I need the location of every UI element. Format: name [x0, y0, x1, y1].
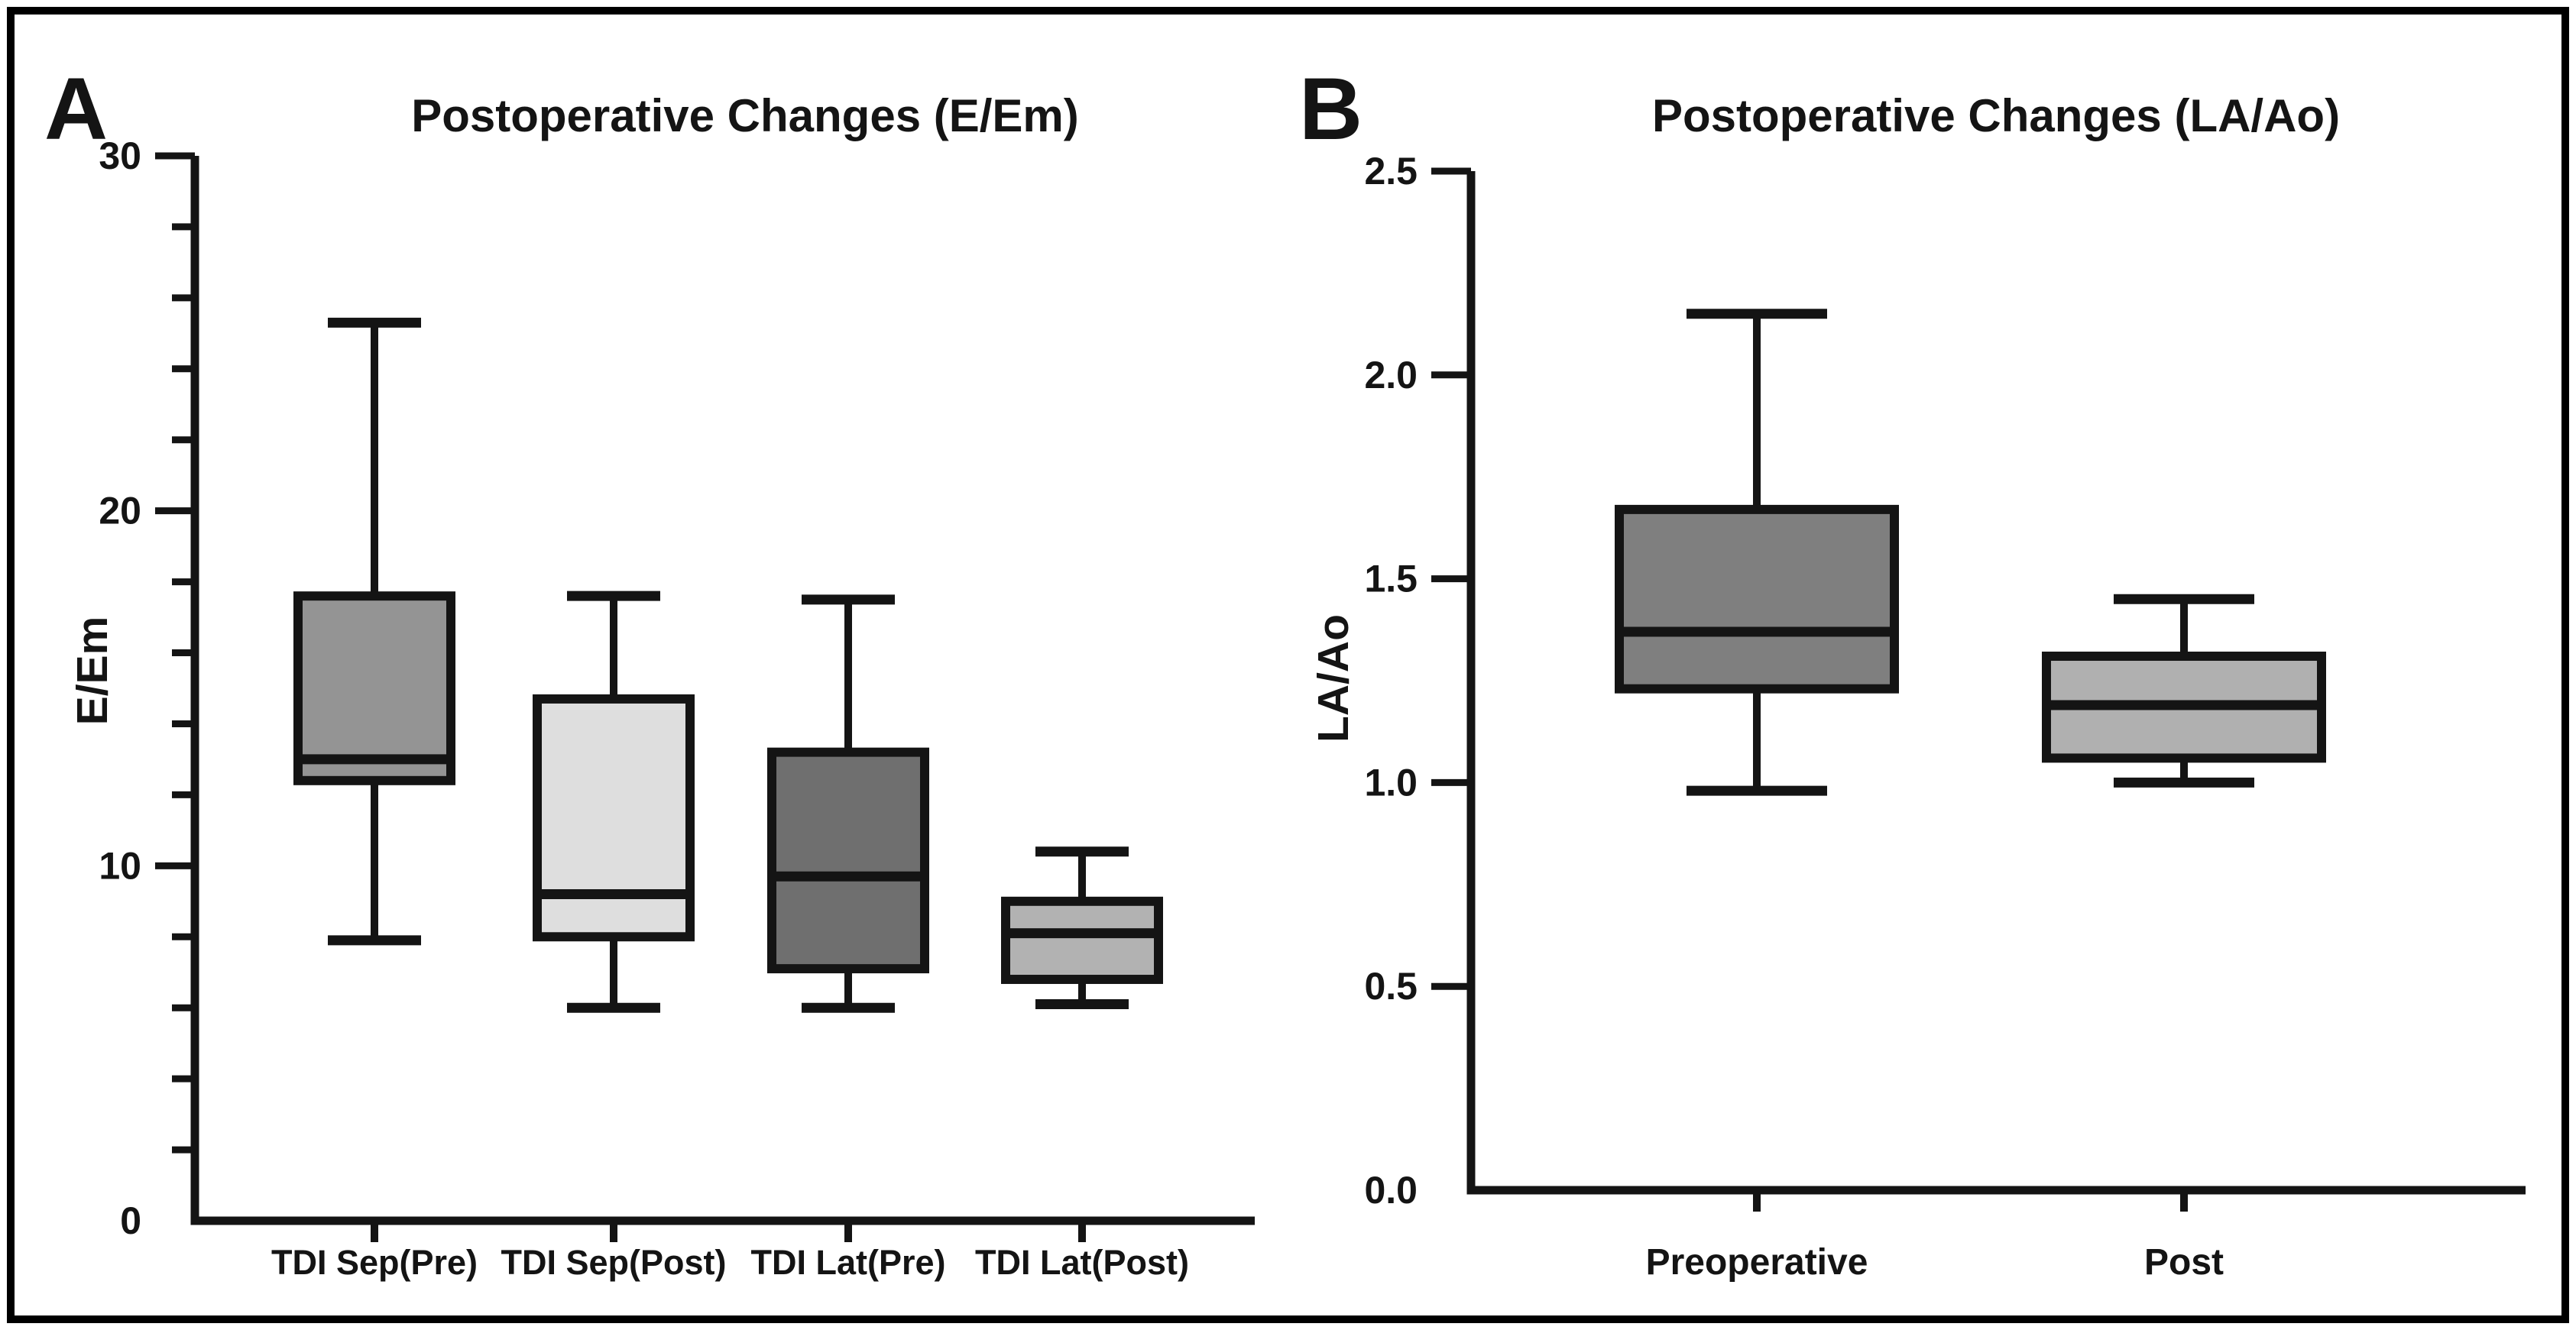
box-tdi-sep-post- [533, 694, 695, 942]
y-tick-label-A: 30 [99, 134, 141, 177]
y-tick-label-A: 10 [99, 844, 141, 887]
box-tdi-lat-post- [1001, 896, 1163, 985]
y-tick-label-B: 2.0 [1364, 354, 1418, 396]
y-tick-label-B: 1.0 [1364, 761, 1418, 804]
y-tick-label-A: 20 [99, 490, 141, 532]
y-tick-label-B: 2.5 [1364, 150, 1418, 193]
x-category-label-preoperative: Preoperative [1646, 1242, 1868, 1283]
box-tdi-sep-pre- [293, 591, 455, 785]
y-tick-label-B: 1.5 [1364, 558, 1418, 600]
y-axis-label-B: LA/Ao [1309, 614, 1358, 743]
x-category-label-tdi-lat-pre-: TDI Lat(Pre) [750, 1243, 945, 1282]
chart-title-A: Postoperative Changes (E/Em) [411, 90, 1079, 141]
x-category-label-post: Post [2144, 1242, 2224, 1283]
y-tick-label-A: 0 [120, 1199, 141, 1242]
box-tdi-lat-pre- [767, 747, 929, 974]
x-category-label-tdi-sep-pre-: TDI Sep(Pre) [271, 1243, 478, 1282]
figure-border [7, 7, 2569, 1323]
x-category-label-tdi-lat-post-: TDI Lat(Post) [975, 1243, 1189, 1282]
y-axis-label-A: E/Em [68, 616, 117, 726]
panel-label-A: A [44, 60, 108, 158]
x-category-label-tdi-sep-post-: TDI Sep(Post) [501, 1243, 726, 1282]
panel-label-B: B [1299, 60, 1363, 158]
chart-title-B: Postoperative Changes (LA/Ao) [1652, 90, 2340, 141]
y-tick-label-B: 0.0 [1364, 1169, 1418, 1212]
y-tick-label-B: 0.5 [1364, 965, 1418, 1008]
box-preoperative [1615, 504, 1899, 694]
